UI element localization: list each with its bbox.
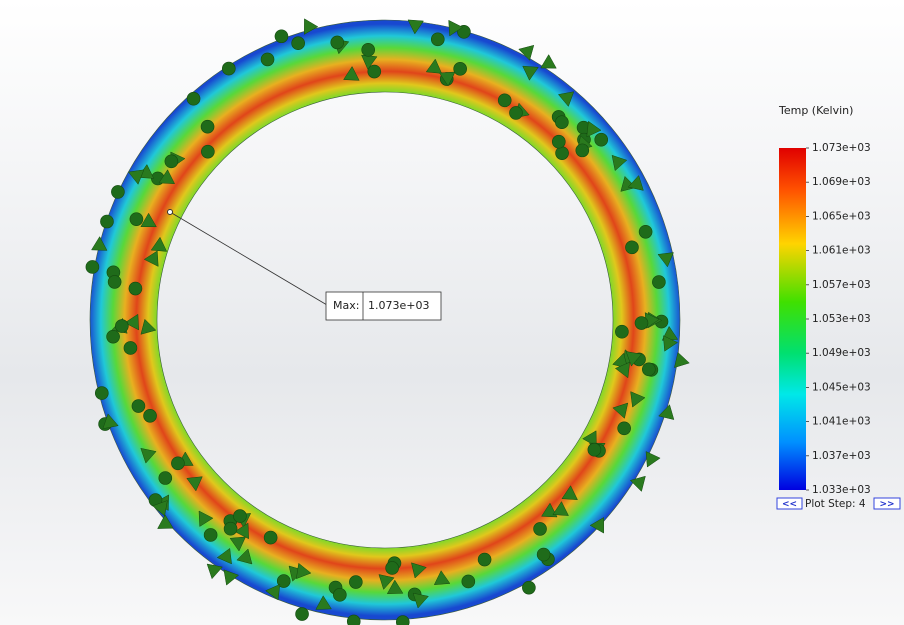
marker-dot [331,36,344,49]
marker-dot [275,30,288,43]
probe-leader [170,212,327,305]
marker-dot [509,106,522,119]
legend-label: 1.065e+03 [812,210,871,222]
marker-dot [171,457,184,470]
marker-dot [431,33,444,46]
probe-value: 1.073e+03 [368,299,429,312]
legend-label: 1.057e+03 [812,279,871,291]
marker-dot [130,213,143,226]
marker-dot [588,443,601,456]
marker-dot [362,43,375,56]
marker-dot [115,320,128,333]
graphics-area: Max: 1.073e+03 Temp (Kelvin) 1.073e+031.… [0,0,904,625]
marker-dot [201,120,214,133]
legend-label: 1.041e+03 [812,416,871,428]
legend-label: 1.053e+03 [812,313,871,325]
marker-dot [576,144,589,157]
legend-label: 1.049e+03 [812,347,871,359]
marker-dot [625,241,638,254]
marker-dot [615,325,628,338]
marker-dot [132,400,145,413]
marker-dot [386,561,399,574]
marker-dot [107,330,120,343]
marker-arrow [646,452,660,468]
marker-arrow [541,55,557,69]
marker-dot [111,185,124,198]
marker-dot [86,260,99,273]
marker-dot [537,548,550,561]
marker-dot [635,317,648,330]
marker-dot [201,145,214,158]
previous-step-text[interactable]: << [782,500,797,510]
marker-dot [95,387,108,400]
marker-dot [595,133,608,146]
marker-dot [478,553,491,566]
marker-dot [129,282,142,295]
marker-dot [556,147,569,160]
marker-dot [224,522,237,535]
legend-title: Temp (Kelvin) [778,104,853,117]
marker-dot [462,575,475,588]
marker-dot [639,225,652,238]
marker-dot [204,528,217,541]
marker-dot [534,522,547,535]
legend-label: 1.045e+03 [812,381,871,393]
marker-dot [108,275,121,288]
marker-dot [261,53,274,66]
simulation-viewport: Max: 1.073e+03 Temp (Kelvin) 1.073e+031.… [0,0,904,625]
legend-labels: 1.073e+03 1.069e+03 1.065e+03 1.061e+03 1.05… [806,142,871,496]
marker-dot [618,422,631,435]
legend-colorbar [779,148,806,490]
marker-dot [555,116,568,129]
probe-label: Max: [333,299,359,312]
legend-label: 1.073e+03 [812,142,871,154]
marker-dot [347,615,360,625]
marker-dot [652,276,665,289]
marker-dot [333,588,346,601]
probe-point [168,210,173,215]
marker-dot [552,135,565,148]
marker-dot [296,608,309,621]
marker-dot [187,92,200,105]
marker-dot [144,409,157,422]
marker-dot [454,62,467,75]
legend-label: 1.069e+03 [812,176,871,188]
legend-label: 1.033e+03 [812,484,871,496]
marker-dot [159,472,172,485]
marker-dot [498,94,511,107]
marker-dot [264,531,277,544]
marker-dot [349,576,362,589]
marker-dot [222,62,235,75]
marker-dot [522,581,535,594]
legend-label: 1.037e+03 [812,450,871,462]
marker-dot [292,37,305,50]
plot-step-label: Plot Step: 4 [805,498,866,510]
next-step-text[interactable]: >> [879,500,894,510]
marker-dot [124,341,137,354]
marker-dot [642,363,655,376]
marker-dot [165,155,178,168]
legend-label: 1.061e+03 [812,245,871,257]
marker-dot [100,215,113,228]
marker-dot [233,510,246,523]
